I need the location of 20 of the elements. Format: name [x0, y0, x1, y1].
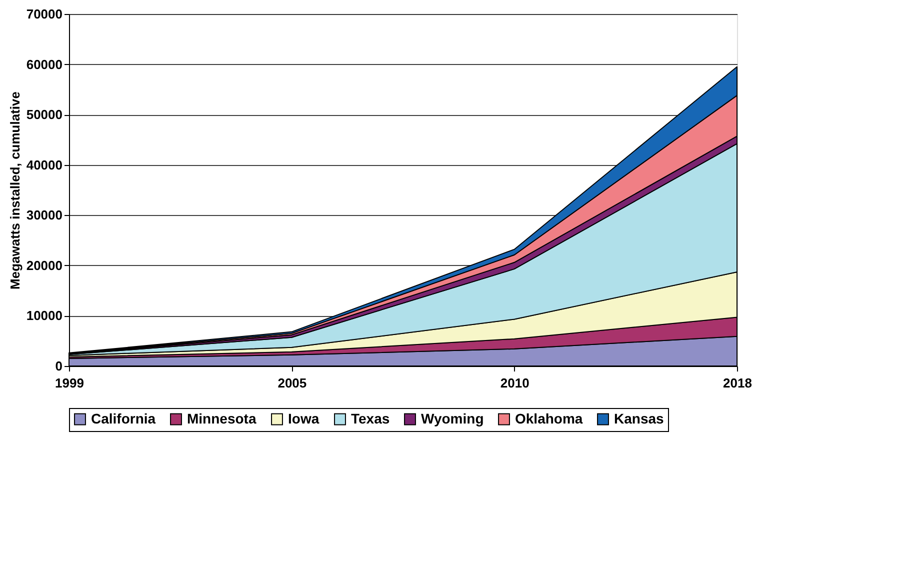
y-tick-label: 70000: [26, 6, 62, 22]
legend-label: Wyoming: [421, 410, 484, 426]
y-axis-title: Megawatts installed, cumulative: [7, 92, 22, 290]
legend-label: Texas: [351, 410, 390, 426]
y-tick-label: 50000: [26, 107, 62, 122]
x-tick-label: 1999: [55, 376, 84, 390]
y-tick-label: 60000: [26, 56, 62, 72]
y-tick-label: 20000: [26, 258, 62, 273]
legend-label: Iowa: [288, 410, 320, 426]
legend-label: Kansas: [614, 410, 664, 426]
x-tick-label: 2010: [500, 376, 530, 390]
x-tick-label: 2018: [723, 376, 752, 390]
x-tick-label: 2005: [278, 376, 307, 390]
y-tick-label: 10000: [26, 308, 62, 324]
y-tick-label: 30000: [26, 208, 62, 223]
y-tick-label: 0: [55, 358, 62, 374]
y-tick-label: 40000: [26, 157, 62, 172]
legend-label: California: [91, 410, 156, 426]
legend-label: Oklahoma: [515, 410, 583, 426]
legend-label: Minnesota: [187, 410, 256, 426]
